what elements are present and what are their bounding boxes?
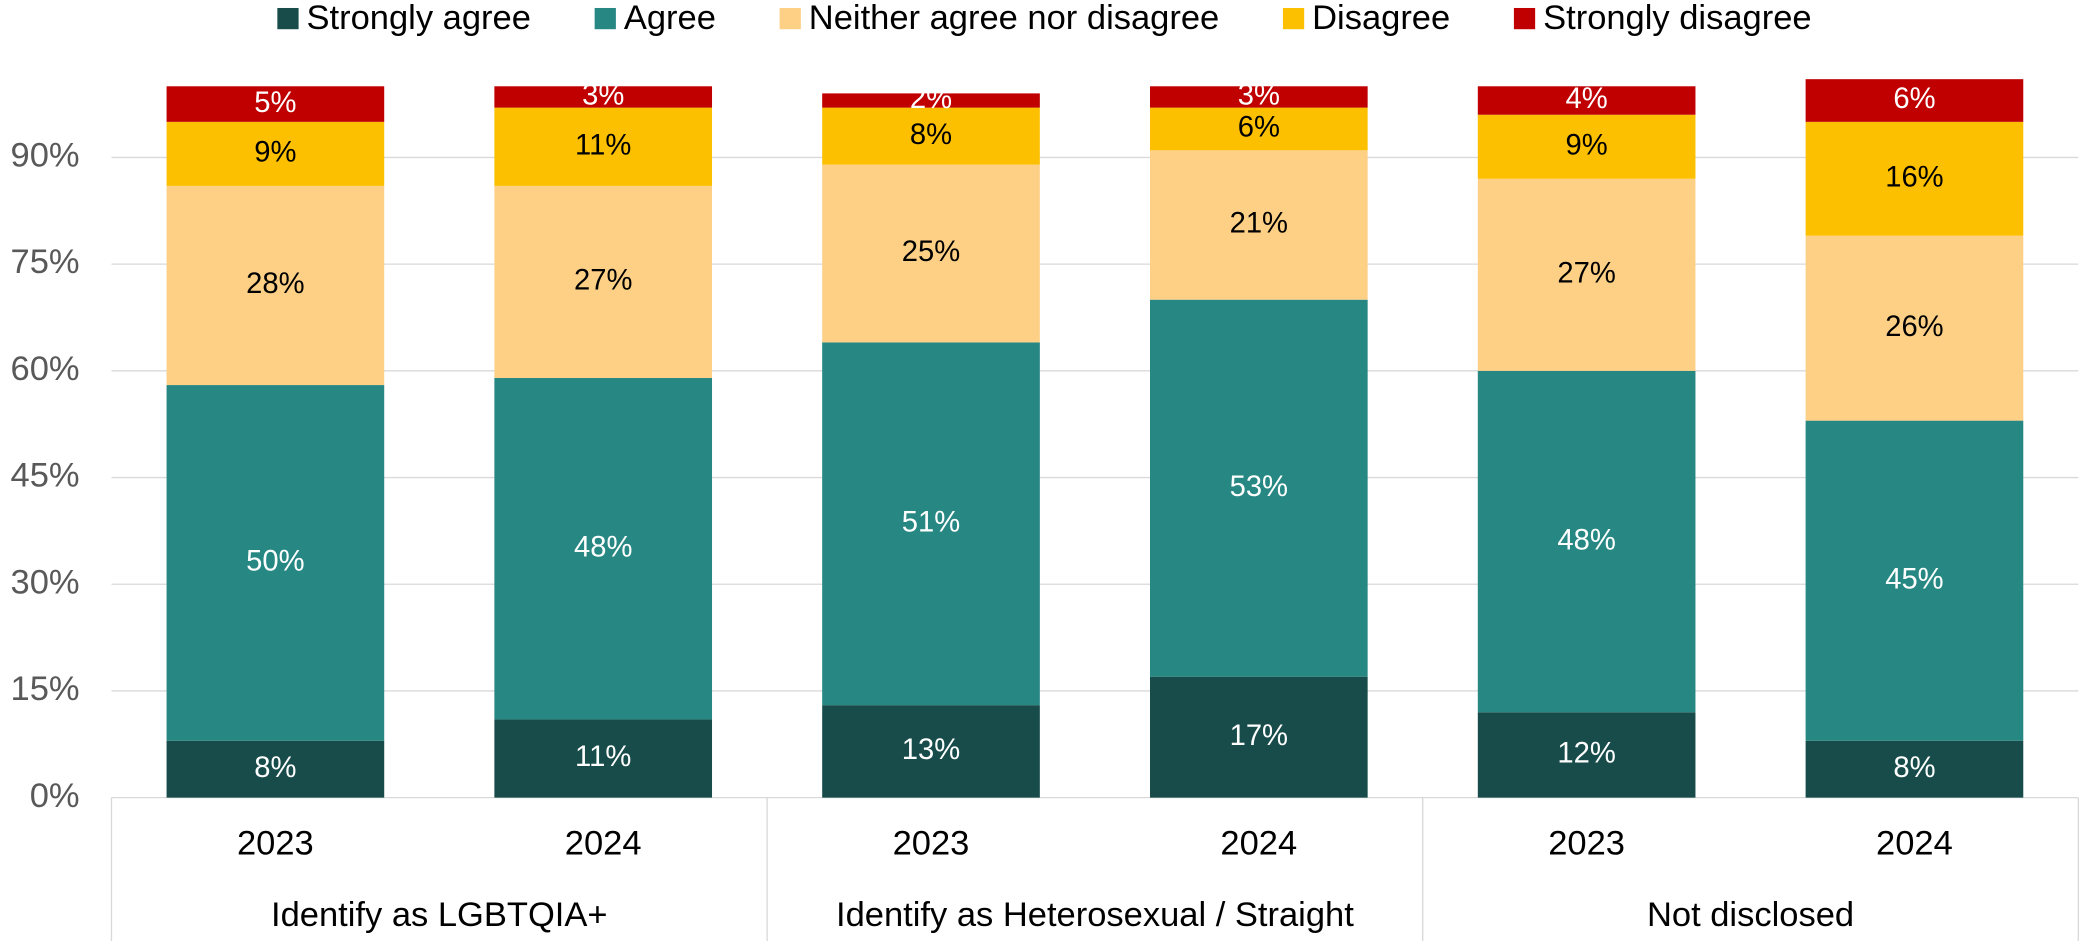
legend-swatch: [779, 7, 801, 30]
legend-swatch: [594, 7, 616, 30]
data-label: 3%: [1238, 80, 1280, 112]
y-tick-label: 45%: [11, 457, 80, 495]
data-label: 13%: [902, 734, 960, 766]
bar-segment: [822, 107, 1040, 165]
data-label: 12%: [1557, 738, 1615, 770]
data-label: 50%: [246, 546, 304, 578]
data-label: 25%: [902, 236, 960, 268]
data-label: 45%: [1885, 563, 1943, 595]
bar-segment: [1805, 79, 2024, 122]
bar-segment: [166, 385, 385, 741]
data-label: 48%: [1557, 524, 1615, 556]
y-tick-label: 30%: [11, 563, 80, 601]
legend: Strongly agree Agree Neither agree nor dis…: [277, 0, 1812, 37]
y-tick-label: 90%: [11, 137, 80, 175]
y-tick-label: 60%: [11, 350, 80, 388]
bar-segment: [1477, 86, 1696, 115]
y-tick-label: 15%: [11, 670, 80, 708]
x-tick-label: 2024: [1876, 825, 1953, 863]
legend-label: Agree: [624, 0, 716, 37]
group-label: Identify as Heterosexual / Straight: [836, 896, 1354, 934]
data-label: 3%: [582, 80, 624, 112]
data-label: 48%: [574, 531, 632, 563]
bar-segment: [1149, 676, 1368, 798]
data-label: 8%: [910, 119, 952, 151]
x-tick-label: 2023: [237, 825, 314, 863]
bar-segment: [1805, 420, 2024, 741]
data-label: 28%: [246, 268, 304, 300]
bar-segment: [494, 719, 713, 798]
bar-segment: [1477, 712, 1696, 798]
legend-swatch: [1513, 7, 1536, 30]
bar-segment: [494, 377, 713, 720]
bar-segment: [1149, 86, 1368, 108]
bar-segment: [1149, 150, 1368, 300]
data-label: 27%: [574, 265, 632, 297]
data-label: 17%: [1230, 720, 1288, 752]
data-label: 26%: [1885, 311, 1943, 343]
bar-segment: [822, 164, 1040, 343]
data-label: 8%: [1893, 752, 1935, 784]
bar-segment: [166, 740, 385, 798]
x-tick-label: 2024: [565, 825, 642, 863]
data-label: 2%: [910, 83, 952, 115]
data-label: 5%: [254, 87, 296, 119]
data-label: 51%: [902, 506, 960, 538]
legend-swatch: [1282, 7, 1305, 30]
bar-segment: [1805, 121, 2024, 236]
bar-segment: [494, 185, 713, 378]
legend-label: Disagree: [1312, 0, 1450, 37]
data-label: 53%: [1230, 471, 1288, 503]
data-label: 4%: [1566, 83, 1608, 115]
data-label: 21%: [1230, 208, 1288, 240]
data-label: 6%: [1238, 112, 1280, 144]
legend-label: Strongly agree: [307, 0, 531, 37]
bar-segment: [494, 107, 713, 186]
bar-segment: [822, 93, 1040, 108]
x-tick-label: 2023: [893, 825, 970, 863]
data-label: 6%: [1893, 83, 1935, 115]
bar-segment: [166, 121, 385, 186]
data-label: 8%: [254, 752, 296, 784]
data-label: 9%: [1566, 129, 1608, 161]
x-tick-label: 2024: [1220, 825, 1297, 863]
bar-segment: [822, 342, 1040, 706]
data-label: 9%: [254, 137, 296, 169]
bar-segment: [1149, 107, 1368, 151]
y-tick-label: 75%: [11, 243, 80, 281]
bar-segment: [166, 86, 385, 122]
bar-segment: [1805, 740, 2024, 798]
legend-label: Strongly disagree: [1543, 0, 1812, 37]
bar-segment: [494, 86, 713, 108]
bar-segment: [1149, 299, 1368, 677]
bar-segment: [1477, 178, 1696, 371]
data-label: 16%: [1885, 161, 1943, 193]
data-label: 11%: [575, 741, 631, 773]
bar-segment: [1477, 114, 1696, 179]
data-label: 27%: [1557, 257, 1615, 289]
legend-label: Neither agree nor disagree: [809, 0, 1219, 37]
group-label: Identify as LGBTQIA+: [271, 896, 608, 934]
group-label: Not disclosed: [1647, 896, 1854, 934]
bar-segment: [1477, 370, 1696, 713]
bar-segment: [166, 185, 385, 386]
x-tick-label: 2023: [1548, 825, 1625, 863]
data-label: 11%: [575, 129, 631, 161]
y-tick-label: 0%: [30, 777, 80, 815]
legend-swatch: [277, 7, 299, 30]
bar-segment: [822, 705, 1040, 798]
bar-segment: [1805, 235, 2024, 421]
